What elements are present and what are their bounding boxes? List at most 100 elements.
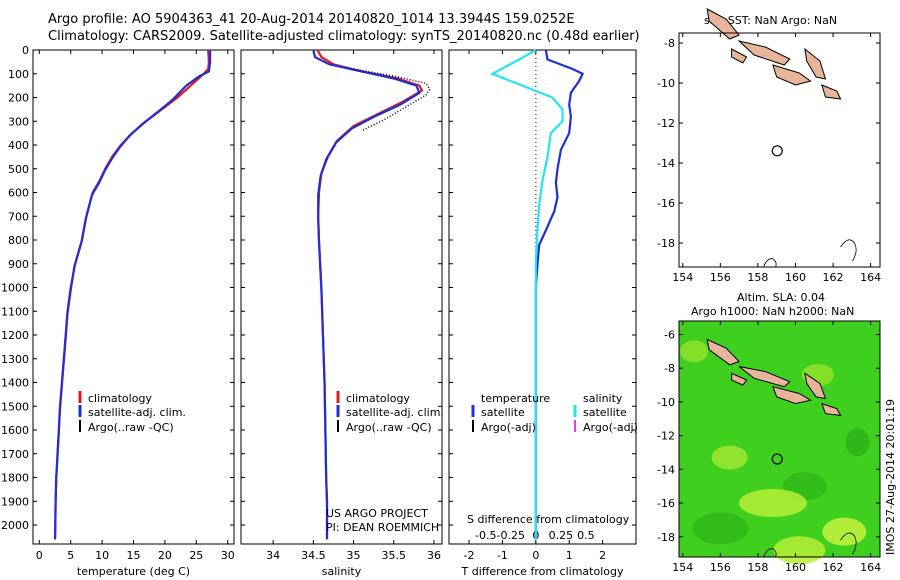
x-tick-label: 34: [266, 549, 280, 562]
island: [738, 366, 791, 388]
y-tick-label: 900: [8, 258, 29, 271]
x-tick-label: 35.5: [382, 549, 407, 562]
legend-label-temp-argo: Argo(-adj): [481, 421, 536, 434]
island: [804, 372, 827, 400]
island: [820, 402, 842, 417]
temperature-legend: climatology satellite-adj. clim. Argo(..…: [78, 391, 186, 434]
x2-tick-label: -0.25: [497, 529, 525, 542]
x-axis-label: T difference from climatology: [461, 565, 624, 578]
x-tick-label: 162: [823, 271, 844, 284]
y-tick-label: 0: [22, 44, 29, 57]
x-tick-label: 158: [747, 271, 768, 284]
island: [706, 8, 740, 40]
sla-field-patch: [822, 517, 867, 546]
x-tick-label: 162: [823, 561, 844, 574]
island: [772, 64, 812, 86]
legend-label-sal-satellite: satellite: [583, 406, 627, 419]
salinity-plot-frame: [240, 49, 443, 545]
legend-header-salinity: salinity: [583, 392, 623, 405]
sla-field-patch: [845, 428, 870, 457]
y-tick-label: -12: [657, 430, 675, 443]
x-tick-label: 2: [599, 549, 606, 562]
y-tick-label: -16: [657, 197, 675, 210]
series-argo: [353, 68, 431, 132]
legend-label-satellite: satellite-adj. clim.: [88, 406, 186, 419]
temperature-plot-frame: [32, 49, 235, 545]
sst-map-title: sat. SST: NaN Argo: NaN: [704, 14, 837, 27]
x-tick-label: 154: [672, 561, 693, 574]
island: [804, 47, 827, 80]
x-tick-label: 160: [785, 271, 806, 284]
sla-field-patch: [738, 489, 807, 518]
x-axis-label: temperature (deg C): [77, 565, 190, 578]
y-tick-label: 2000: [1, 519, 29, 532]
timestamp-stamp: IMOS 27-Aug-2014 20:01:19: [884, 399, 897, 555]
x2-tick-label: 0.25: [549, 529, 574, 542]
y-tick-label: 1100: [1, 305, 29, 318]
difference-plot-frame: [448, 49, 637, 545]
legend-header-temperature: temperature: [481, 392, 550, 405]
y-tick-label: 500: [8, 163, 29, 176]
y-tick-label: -14: [657, 157, 675, 170]
x-tick-label: 35: [347, 549, 361, 562]
island: [731, 48, 748, 64]
y-tick-label: 1900: [1, 495, 29, 508]
project-annotation: US ARGO PROJECT: [326, 507, 428, 520]
map-frame: [678, 32, 881, 268]
legend-label-satellite: satellite-adj. clim.: [346, 406, 444, 419]
island: [772, 385, 812, 405]
y-tick-label: -8: [664, 37, 675, 50]
sla-map: 154 156 158 160 162 164 -6 -8 -10 -12 -14 -16 -18: [657, 320, 881, 574]
x-tick-label: 0: [532, 549, 539, 562]
x-tick-label: 34.5: [301, 549, 326, 562]
reef-outline: [840, 239, 857, 262]
y-tick-label: 1600: [1, 424, 29, 437]
x-tick-label: 0: [36, 549, 43, 562]
y-tick-label: 300: [8, 115, 29, 128]
reef-outline: [840, 532, 857, 555]
y-tick-label: 600: [8, 187, 29, 200]
y-tick-label: -6: [664, 328, 675, 341]
y-tick-label: -16: [657, 497, 675, 510]
x-tick-label: 1: [566, 549, 573, 562]
difference-legend: temperature salinity satellite Argo(-adj…: [471, 392, 638, 434]
island: [731, 372, 748, 386]
s-difference-axis-label: S difference from climatology: [467, 513, 630, 526]
x-tick-label: 20: [158, 549, 172, 562]
sla-field-patch: [692, 512, 749, 545]
figure-title-line1: Argo profile: AO 5904363_41 20-Aug-2014 …: [48, 12, 575, 27]
x-tick-label: 164: [860, 561, 881, 574]
island: [821, 84, 842, 100]
x-axis-label: salinity: [322, 565, 362, 578]
x-tick-label: 30: [221, 549, 235, 562]
x-tick-label: 15: [127, 549, 141, 562]
y-tick-label: -18: [657, 237, 675, 250]
x-tick-label: 154: [672, 271, 693, 284]
difference-plot: -2 -1 0 1 2-0.5 -0.25 0 0.25 0.5T difference fro…: [449, 49, 636, 578]
salinity-legend: climatology satellite-adj. clim. Argo(..…: [336, 391, 444, 434]
y-tick-label: 1300: [1, 353, 29, 366]
y-tick-label: 800: [8, 234, 29, 247]
x-tick-label: 5: [67, 549, 74, 562]
y-tick-label: -8: [664, 362, 675, 375]
sst-map: 154 156 158 160 162 164 -8 -10 -12 -14 -16 -18: [657, 8, 881, 284]
x-tick-label: 36: [427, 549, 441, 562]
y-tick-label: -14: [657, 463, 675, 476]
figure-title-line2: Climatology: CARS2009. Satellite-adjuste…: [48, 29, 640, 44]
y-tick-label: 1700: [1, 448, 29, 461]
pi-annotation: PI: DEAN ROEMMICH: [326, 521, 439, 534]
series-climatology: [53, 49, 211, 540]
x-tick-label: 156: [710, 561, 731, 574]
legend-label-argo: Argo(..raw -QC): [88, 421, 174, 434]
sla-field-patch: [711, 445, 748, 470]
sla-map-title-line2: Argo h1000: NaN h2000: NaN: [691, 305, 854, 318]
series-satellite-adj-clim-: [53, 50, 212, 540]
x-tick-label: 10: [95, 549, 109, 562]
legend-label-temp-satellite: satellite: [481, 406, 525, 419]
y-tick-label: 1500: [1, 400, 29, 413]
legend-label-climatology: climatology: [88, 392, 152, 405]
island: [737, 40, 791, 66]
x2-tick-label: 0.5: [577, 529, 595, 542]
y-tick-label: -18: [657, 531, 675, 544]
